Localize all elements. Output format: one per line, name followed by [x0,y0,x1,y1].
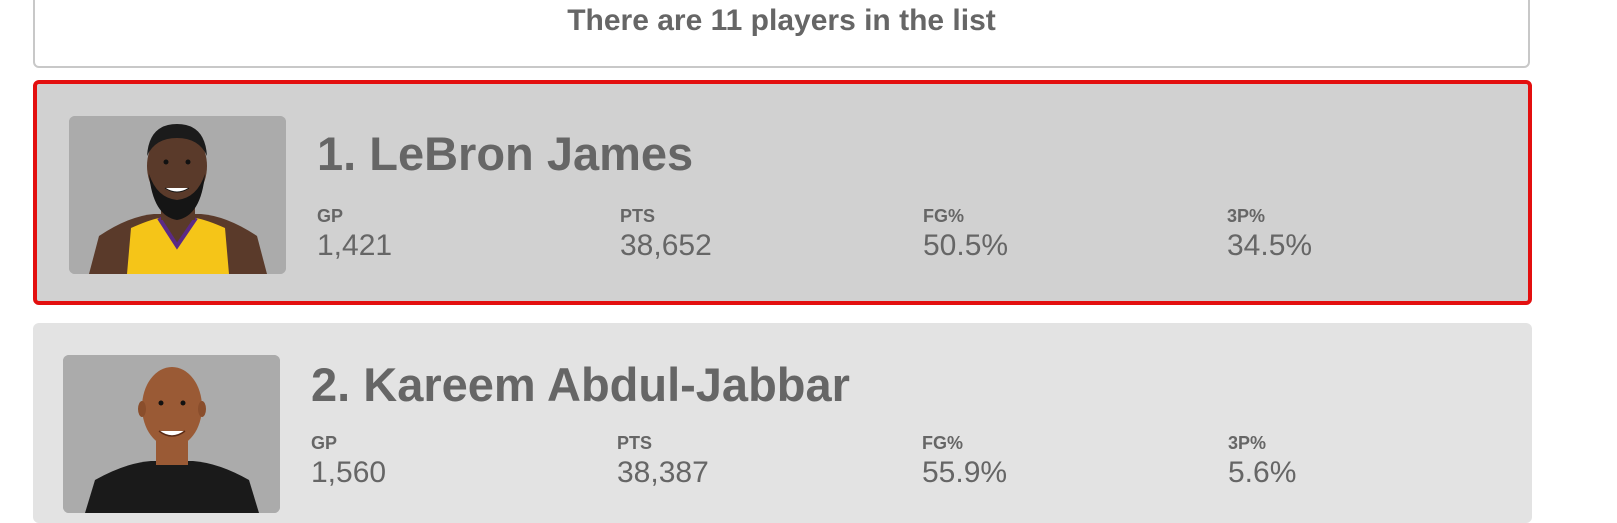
stat-pts: PTS 38,387 [617,433,709,490]
stat-gp-value: 1,560 [311,456,386,490]
player-headshot-icon [63,355,280,513]
stat-gp-value: 1,421 [317,229,392,263]
stat-pts: PTS 38,652 [620,206,712,263]
stat-pts-label: PTS [620,206,712,227]
player-name: 2. Kareem Abdul-Jabbar [311,357,850,412]
stat-gp-label: GP [311,433,386,454]
player-name: 1. LeBron James [317,126,693,181]
stat-gp: GP 1,560 [311,433,386,490]
stat-fg: FG% 50.5% [923,206,1008,263]
stat-gp-label: GP [317,206,392,227]
stat-gp: GP 1,421 [317,206,392,263]
stat-fg-label: FG% [923,206,1008,227]
stat-3p-value: 5.6% [1228,456,1296,490]
stat-fg-label: FG% [922,433,1007,454]
player-headshot-icon [69,116,286,274]
stat-pts-label: PTS [617,433,709,454]
player-card-1[interactable]: 1. LeBron James GP 1,421 PTS 38,652 FG% … [33,80,1532,305]
player-card-2[interactable]: 2. Kareem Abdul-Jabbar GP 1,560 PTS 38,3… [33,323,1532,523]
stat-3p-label: 3P% [1227,206,1312,227]
player-photo [69,116,286,274]
stat-3p-value: 34.5% [1227,229,1312,263]
player-count-text: There are 11 players in the list [35,4,1528,38]
stat-pts-value: 38,387 [617,456,709,490]
stat-fg-value: 55.9% [922,456,1007,490]
player-count-box: There are 11 players in the list [33,0,1530,68]
stat-3p: 3P% 34.5% [1227,206,1312,263]
stat-fg: FG% 55.9% [922,433,1007,490]
stat-3p: 3P% 5.6% [1228,433,1296,490]
stat-fg-value: 50.5% [923,229,1008,263]
stat-3p-label: 3P% [1228,433,1296,454]
player-photo [63,355,280,513]
stat-pts-value: 38,652 [620,229,712,263]
